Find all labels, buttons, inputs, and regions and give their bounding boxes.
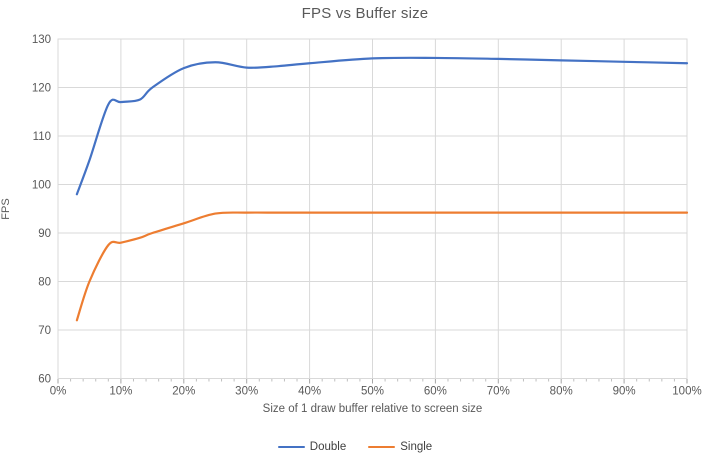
legend-label: Single	[400, 441, 433, 453]
x-tick-label: 50%	[361, 386, 384, 398]
plot-border	[57, 38, 688, 379]
legend-swatch-single	[368, 445, 396, 449]
x-tick-label: 30%	[235, 386, 258, 398]
x-tick-label: 80%	[550, 386, 573, 398]
legend: Double Single	[0, 441, 710, 453]
x-axis-title: Size of 1 draw buffer relative to screen…	[262, 403, 483, 415]
y-tick-label: 70	[38, 325, 51, 337]
y-tick-label: 90	[38, 228, 51, 240]
y-tick-label: 120	[32, 83, 51, 95]
x-tick-label: 70%	[487, 386, 510, 398]
legend-item-double: Double	[277, 441, 347, 453]
y-tick-label: 110	[33, 131, 51, 143]
x-tick-label: 100%	[672, 386, 701, 398]
y-tick-label: 80	[38, 277, 51, 289]
series-line-single	[75, 211, 689, 322]
x-tick-label: 20%	[172, 386, 195, 398]
x-tick-label: 40%	[298, 386, 321, 398]
y-tick-label: 100	[32, 180, 51, 192]
x-tick-label: 0%	[50, 386, 67, 398]
x-tick-label: 60%	[424, 386, 447, 398]
x-tick-label: 90%	[613, 386, 636, 398]
x-tick-label: 10%	[109, 386, 132, 398]
series-line-double	[75, 56, 689, 196]
legend-label: Double	[309, 441, 347, 453]
legend-item-single: Single	[368, 441, 432, 453]
legend-swatch-double	[277, 445, 305, 449]
chart-title: FPS vs Buffer size	[301, 5, 429, 22]
plot-area: 60 70 80 90 100 110 120 130 0% 10% 20% 30% 40% 50% 60%…	[32, 34, 702, 398]
y-tick-label: 60	[38, 374, 51, 386]
y-tick-label: 130	[32, 34, 51, 46]
